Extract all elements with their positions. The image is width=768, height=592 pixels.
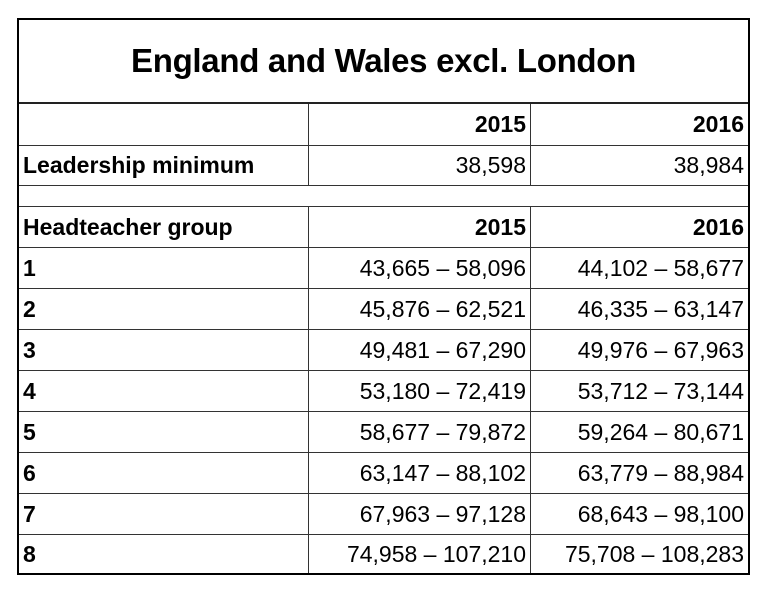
range-2015: 63,147 – 88,102 xyxy=(309,453,531,493)
range-2016: 75,708 – 108,283 xyxy=(564,540,744,567)
headteacher-header-row: Headteacher group 2015 2016 xyxy=(19,207,748,248)
range-2015: 49,481 – 67,290 xyxy=(309,330,531,370)
range-2015: 53,180 – 72,419 xyxy=(309,371,531,411)
table-row: 4 53,180 – 72,419 53,712 – 73,144 xyxy=(19,371,748,412)
table-row: 6 63,147 – 88,102 63,779 – 88,984 xyxy=(19,453,748,494)
table-title: England and Wales excl. London xyxy=(19,20,748,104)
leadership-minimum-row: Leadership minimum 38,598 38,984 xyxy=(19,146,748,186)
range-2016: 53,712 – 73,144 xyxy=(577,377,744,404)
headteacher-header-label: Headteacher group xyxy=(19,207,309,247)
range-2015: 67,963 – 97,128 xyxy=(309,494,531,534)
group-label: 4 xyxy=(19,371,309,411)
leadership-minimum-label: Leadership minimum xyxy=(19,146,309,185)
group-label: 5 xyxy=(19,412,309,452)
group-label: 8 xyxy=(19,535,309,573)
salary-table: England and Wales excl. London 2015 2016… xyxy=(17,18,750,575)
spacer-row xyxy=(19,186,748,207)
range-2016: 49,976 – 67,963 xyxy=(577,336,744,363)
group-label: 3 xyxy=(19,330,309,370)
table-row: 2 45,876 – 62,521 46,335 – 63,147 xyxy=(19,289,748,330)
table-row: 8 74,958 – 107,210 75,708 – 108,283 xyxy=(19,535,748,573)
range-2015: 45,876 – 62,521 xyxy=(309,289,531,329)
range-2016: 59,264 – 80,671 xyxy=(577,418,744,445)
table-row: 5 58,677 – 79,872 59,264 – 80,671 xyxy=(19,412,748,453)
leadership-minimum-2016: 38,984 xyxy=(673,152,744,178)
range-2016: 44,102 – 58,677 xyxy=(577,254,744,281)
headteacher-header-2016: 2016 xyxy=(692,213,744,240)
table-row: 7 67,963 – 97,128 68,643 – 98,100 xyxy=(19,494,748,535)
group-label: 2 xyxy=(19,289,309,329)
range-2015: 74,958 – 107,210 xyxy=(309,535,531,573)
range-2016: 68,643 – 98,100 xyxy=(577,500,744,527)
leadership-header-row: 2015 2016 xyxy=(19,104,748,146)
leadership-header-2015: 2015 xyxy=(309,104,531,145)
table-row: 1 43,665 – 58,096 44,102 – 58,677 xyxy=(19,248,748,289)
range-2016: 46,335 – 63,147 xyxy=(577,295,744,322)
leadership-header-label xyxy=(19,104,309,145)
range-2016: 63,779 – 88,984 xyxy=(577,459,744,486)
range-2015: 58,677 – 79,872 xyxy=(309,412,531,452)
group-label: 7 xyxy=(19,494,309,534)
group-label: 1 xyxy=(19,248,309,288)
group-label: 6 xyxy=(19,453,309,493)
leadership-minimum-2015: 38,598 xyxy=(309,146,531,185)
headteacher-header-2015: 2015 xyxy=(309,207,531,247)
table-row: 3 49,481 – 67,290 49,976 – 67,963 xyxy=(19,330,748,371)
leadership-header-2016: 2016 xyxy=(692,111,744,137)
range-2015: 43,665 – 58,096 xyxy=(309,248,531,288)
